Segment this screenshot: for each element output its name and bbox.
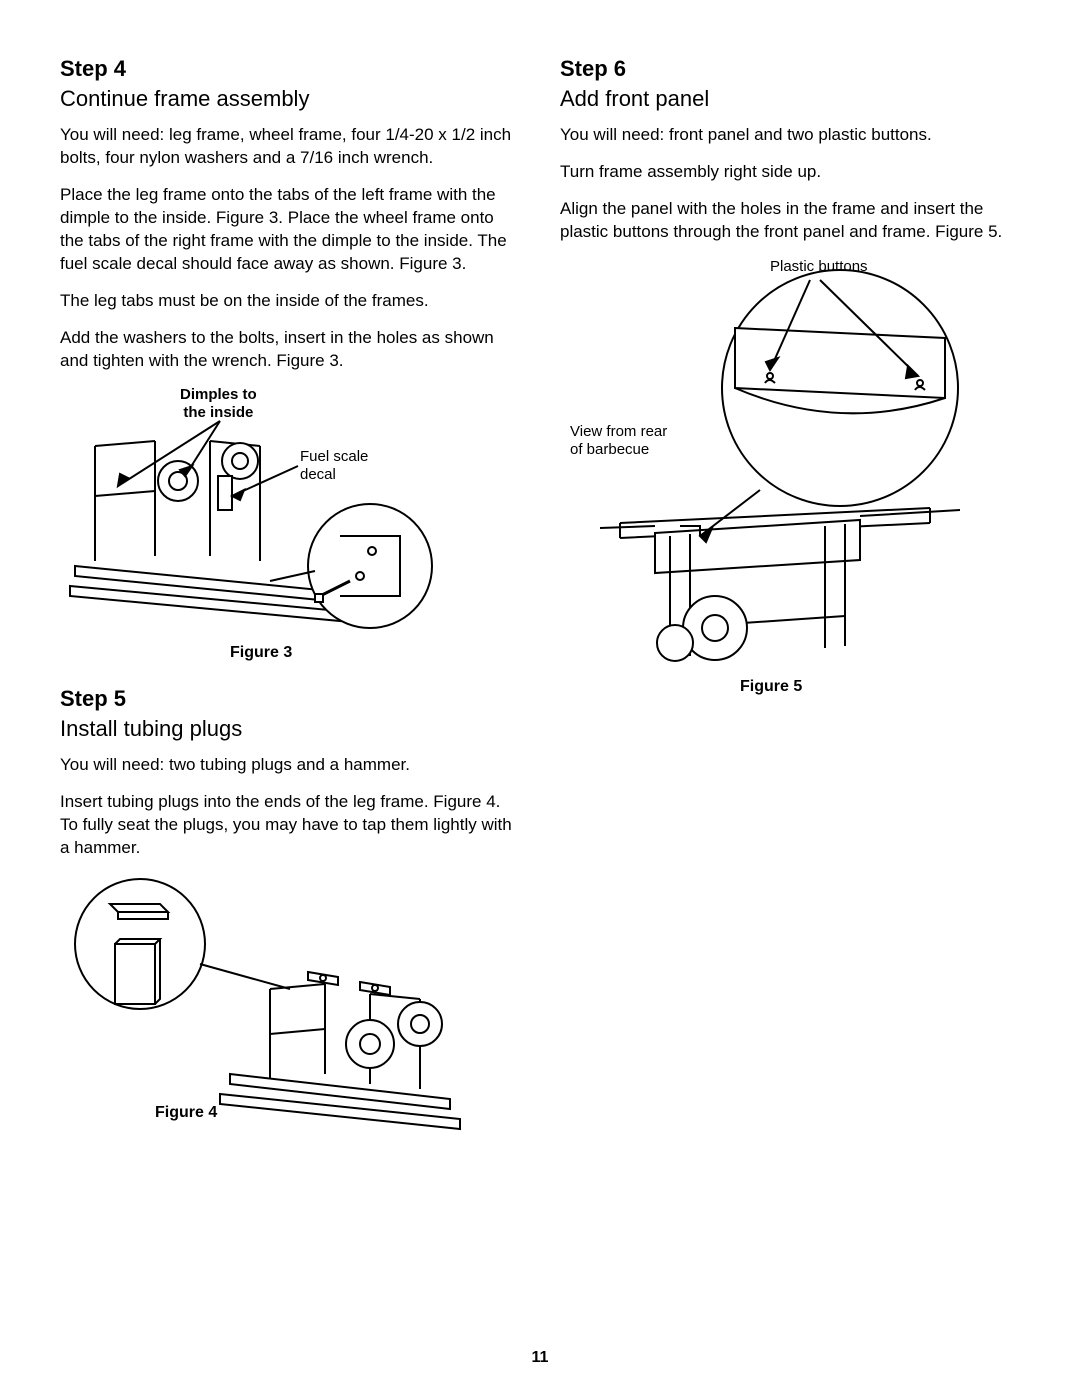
figure-4-caption: Figure 4 (155, 1104, 217, 1122)
two-column-layout: Step 4 Continue frame assembly You will … (60, 56, 1020, 1158)
figure-4: Figure 4 (60, 874, 520, 1144)
step5-subtitle: Install tubing plugs (60, 716, 520, 742)
step6-p3: Align the panel with the holes in the fr… (560, 198, 1020, 244)
right-column: Step 6 Add front panel You will need: fr… (560, 56, 1020, 1158)
figure-3: Dimples to the inside Fuel scale decal (60, 386, 520, 666)
step5-heading: Step 5 (60, 686, 520, 712)
step6-p2: Turn frame assembly right side up. (560, 161, 1020, 184)
figure3-callout-dimples: Dimples to the inside (180, 386, 257, 422)
step4-p1: You will need: leg frame, wheel frame, f… (60, 124, 520, 170)
step6-p1: You will need: front panel and two plast… (560, 124, 1020, 147)
figure-3-svg (60, 386, 460, 646)
page: Step 4 Continue frame assembly You will … (0, 0, 1080, 1397)
step5-p2: Insert tubing plugs into the ends of the… (60, 791, 520, 860)
step4-p2: Place the leg frame onto the tabs of the… (60, 184, 520, 276)
step5-p1: You will need: two tubing plugs and a ha… (60, 754, 520, 777)
figure-5-svg (560, 258, 1030, 698)
page-number: 11 (0, 1349, 1080, 1367)
step4-heading: Step 4 (60, 56, 520, 82)
figure-3-caption: Figure 3 (230, 644, 292, 662)
step4-p3: The leg tabs must be on the inside of th… (60, 290, 520, 313)
step6-subtitle: Add front panel (560, 86, 1020, 112)
figure-5-caption: Figure 5 (740, 678, 802, 696)
figure3-callout-decal: Fuel scale decal (300, 448, 368, 484)
step6-heading: Step 6 (560, 56, 1020, 82)
figure-5: Plastic buttons View from rear of barbec… (560, 258, 1020, 708)
figure5-callout-view: View from rear of barbecue (570, 423, 667, 459)
figure-4-svg (60, 874, 480, 1134)
step4-p4: Add the washers to the bolts, insert in … (60, 327, 520, 373)
figure5-callout-buttons: Plastic buttons (770, 258, 868, 276)
left-column: Step 4 Continue frame assembly You will … (60, 56, 520, 1158)
step4-subtitle: Continue frame assembly (60, 86, 520, 112)
